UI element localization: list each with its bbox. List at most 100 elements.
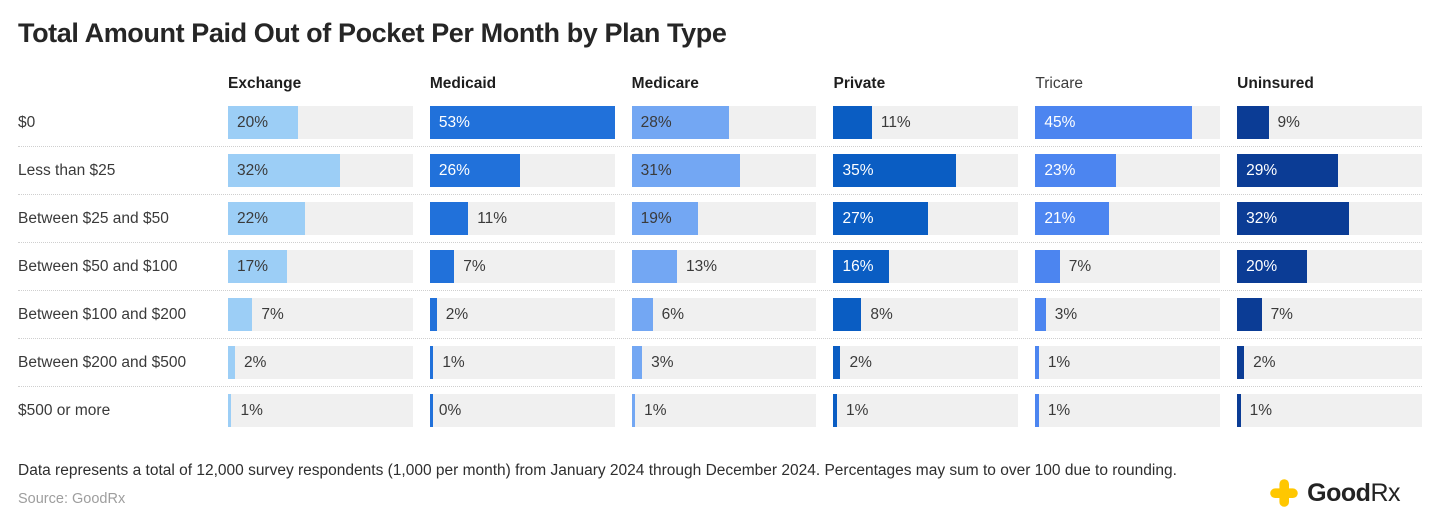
bar-medicaid — [429, 298, 437, 331]
bar-value-label: 8% — [870, 305, 893, 323]
bar-track: 32% — [228, 154, 413, 187]
bar-track: 20% — [228, 106, 413, 139]
bar-value-label: 6% — [661, 305, 684, 323]
bar-value-label: 21% — [1044, 209, 1076, 227]
bar-track: 19% — [631, 202, 817, 235]
bar-tricare — [1035, 154, 1116, 187]
chart-page: Total Amount Paid Out of Pocket Per Mont… — [18, 18, 1422, 507]
bar-value-label: 7% — [1270, 305, 1293, 323]
bar-track: 9% — [1237, 106, 1422, 139]
bar-private — [833, 298, 862, 331]
bar-track: 6% — [631, 298, 817, 331]
column-header-exchange: Exchange — [228, 75, 302, 92]
bar-value-label: 28% — [640, 113, 672, 131]
column-headers: Exchange Medicaid Medicare Private Tricare Un… — [18, 69, 1422, 93]
row-label: Less than $25 — [18, 161, 116, 179]
bar-track: 16% — [833, 250, 1019, 283]
bar-uninsured — [1237, 298, 1262, 331]
bar-track: 1% — [833, 394, 1019, 427]
footnote-text: Data represents a total of 12,000 survey… — [18, 462, 1177, 479]
bar-tricare — [1035, 106, 1193, 139]
bar-uninsured — [1237, 106, 1269, 139]
page-title: Total Amount Paid Out of Pocket Per Mont… — [18, 18, 727, 48]
bar-medicaid — [429, 346, 434, 379]
bar-uninsured — [1237, 346, 1245, 379]
bar-tricare — [1035, 346, 1039, 379]
bar-value-label: 7% — [261, 305, 284, 323]
row-label: Between $200 and $500 — [18, 353, 187, 371]
bar-track: 27% — [833, 202, 1019, 235]
bar-private — [833, 106, 872, 139]
goodrx-wordmark: GoodRx — [1307, 479, 1400, 508]
bar-value-label: 1% — [1047, 353, 1071, 371]
bar-tricare — [1035, 298, 1046, 331]
bar-value-label: 20% — [237, 113, 269, 131]
bar-track: 1% — [1237, 394, 1422, 427]
column-header-tricare: Tricare — [1035, 75, 1083, 92]
row-label: $500 or more — [18, 401, 111, 419]
bar-value-label: 7% — [463, 257, 486, 275]
bar-exchange — [228, 154, 340, 187]
row-label: Between $50 and $100 — [18, 257, 178, 275]
bar-track: 1% — [228, 394, 413, 427]
column-header-uninsured: Uninsured — [1237, 75, 1314, 92]
bar-track: 2% — [833, 346, 1019, 379]
bar-track: 7% — [1035, 250, 1221, 283]
column-header-private: Private — [833, 75, 886, 92]
bar-value-label: 2% — [1253, 353, 1276, 371]
bar-medicare — [631, 106, 730, 139]
bar-track: 35% — [833, 154, 1019, 187]
bar-value-label: 3% — [651, 353, 674, 371]
bar-value-label: 26% — [438, 161, 470, 179]
bar-value-label: 27% — [842, 209, 874, 227]
bar-track: 2% — [228, 346, 413, 379]
bar-value-label: 17% — [237, 257, 269, 275]
chart-row: Between $50 and $100 17% 7% 13% 16% 7% 20% — [18, 242, 1422, 290]
bar-medicaid — [429, 106, 615, 139]
bar-track: 11% — [833, 106, 1019, 139]
bar-value-label: 2% — [243, 353, 267, 371]
bar-track: 45% — [1035, 106, 1221, 139]
bar-medicare — [631, 250, 677, 283]
bar-value-label: 20% — [1246, 257, 1278, 275]
bar-medicaid — [429, 154, 521, 187]
goodrx-wordmark-good: Good — [1307, 478, 1371, 507]
bar-exchange — [228, 298, 253, 331]
bar-track: 7% — [1237, 298, 1422, 331]
chart-row: Between $100 and $200 7% 2% 6% 8% 3% 7% — [18, 290, 1422, 338]
bar-tricare — [1035, 250, 1060, 283]
bar-value-label: 19% — [640, 209, 672, 227]
bar-track: 1% — [1035, 346, 1221, 379]
bar-medicare — [631, 298, 653, 331]
chart-row: Less than $25 32% 26% 31% 35% 23% 29% — [18, 146, 1422, 194]
bar-track: 53% — [429, 106, 615, 139]
bar-tricare — [1035, 394, 1039, 427]
bar-track: 26% — [429, 154, 615, 187]
bar-uninsured — [1237, 154, 1339, 187]
bar-value-label: 0% — [438, 401, 462, 419]
bar-value-label: 7% — [1068, 257, 1092, 275]
bar-value-label: 29% — [1246, 161, 1278, 179]
bar-value-label: 32% — [237, 161, 269, 179]
row-label: Between $25 and $50 — [18, 209, 169, 227]
bar-tricare — [1035, 202, 1109, 235]
bar-medicaid — [429, 202, 469, 235]
bar-uninsured — [1237, 394, 1241, 427]
bar-track: 1% — [1035, 394, 1221, 427]
bar-exchange — [228, 106, 298, 139]
bar-medicare — [631, 394, 636, 427]
bar-private — [833, 346, 841, 379]
bar-track: 23% — [1035, 154, 1221, 187]
bar-private — [833, 202, 928, 235]
grouped-bar-chart: Exchange Medicaid Medicare Private Tricare Un… — [18, 69, 1422, 434]
bar-value-label: 13% — [685, 257, 718, 275]
bar-value-label: 23% — [1044, 161, 1076, 179]
bar-track: 11% — [429, 202, 615, 235]
bar-value-label: 9% — [1277, 113, 1300, 131]
column-header-medicaid: Medicaid — [429, 75, 497, 92]
chart-rows: $0 20% 53% 28% 11% 45% 9% Less than $25 32% 26% 31… — [18, 99, 1422, 434]
bar-value-label: 22% — [237, 209, 269, 227]
bar-track: 2% — [429, 298, 615, 331]
bar-value-label: 45% — [1044, 113, 1076, 131]
bar-value-label: 1% — [240, 401, 263, 419]
